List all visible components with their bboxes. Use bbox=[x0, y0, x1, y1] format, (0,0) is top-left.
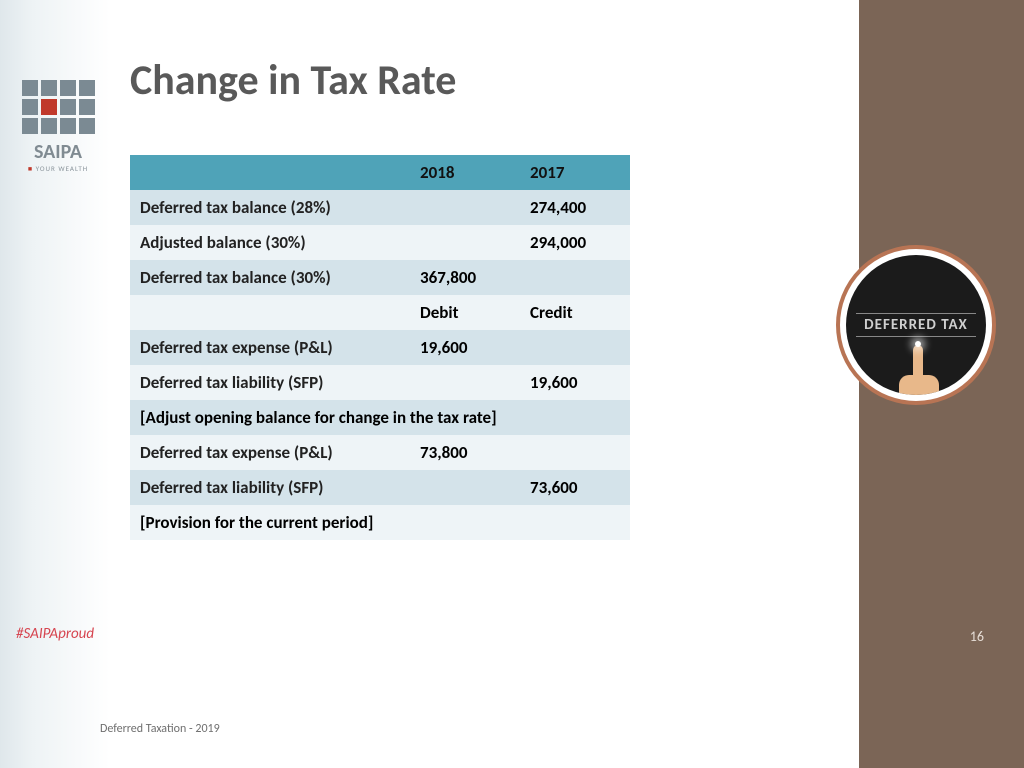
table-header-row: 2018 2017 bbox=[130, 155, 630, 190]
row-val-2: 19,600 bbox=[520, 365, 630, 400]
row-val-1: 367,800 bbox=[410, 260, 520, 295]
row-label: Deferred tax expense (P&L) bbox=[130, 435, 410, 470]
row-val-2: 274,400 bbox=[520, 190, 630, 225]
logo-block: SAIPA ■ YOUR WEALTH bbox=[18, 80, 98, 173]
hdr-blank bbox=[130, 155, 410, 190]
row-val-2: 294,000 bbox=[520, 225, 630, 260]
table-row: Deferred tax liability (SFP) 73,600 bbox=[130, 470, 630, 505]
hdr-col-1: 2018 bbox=[410, 155, 520, 190]
row-label: Deferred tax balance (28%) bbox=[130, 190, 410, 225]
table-row: Deferred tax balance (28%) 274,400 bbox=[130, 190, 630, 225]
logo-grid-icon bbox=[22, 80, 94, 134]
logo-tagline: ■ YOUR WEALTH bbox=[18, 164, 98, 173]
hand-icon bbox=[891, 341, 941, 395]
row-val-2 bbox=[520, 330, 630, 365]
row-val-2 bbox=[520, 435, 630, 470]
table-row: Deferred tax balance (30%) 367,800 bbox=[130, 260, 630, 295]
medallion-inner: DEFERRED TAX bbox=[846, 255, 986, 395]
row-note: [Provision for the current period] bbox=[130, 505, 630, 540]
subhdr-credit: Credit bbox=[520, 295, 630, 330]
table-subheader-row: Debit Credit bbox=[130, 295, 630, 330]
tax-table: 2018 2017 Deferred tax balance (28%) 274… bbox=[130, 155, 630, 540]
slide: SAIPA ■ YOUR WEALTH Change in Tax Rate 2… bbox=[0, 0, 1024, 768]
table-row: Deferred tax expense (P&L) 19,600 bbox=[130, 330, 630, 365]
row-label: Adjusted balance (30%) bbox=[130, 225, 410, 260]
row-note: [Adjust opening balance for change in th… bbox=[130, 400, 630, 435]
medallion-text: DEFERRED TAX bbox=[864, 316, 968, 334]
table-note-row: [Adjust opening balance for change in th… bbox=[130, 400, 630, 435]
row-val-1 bbox=[410, 365, 520, 400]
row-val-2 bbox=[520, 260, 630, 295]
row-val-2: 73,600 bbox=[520, 470, 630, 505]
footer-text: Deferred Taxation - 2019 bbox=[100, 722, 220, 736]
row-val-1 bbox=[410, 190, 520, 225]
hdr-col-2: 2017 bbox=[520, 155, 630, 190]
row-val-1: 73,800 bbox=[410, 435, 520, 470]
medallion: DEFERRED TAX bbox=[836, 245, 996, 405]
row-label: Deferred tax liability (SFP) bbox=[130, 470, 410, 505]
logo-text: SAIPA bbox=[18, 140, 98, 164]
row-label: Deferred tax liability (SFP) bbox=[130, 365, 410, 400]
row-val-1 bbox=[410, 470, 520, 505]
row-val-1: 19,600 bbox=[410, 330, 520, 365]
row-val-1 bbox=[410, 225, 520, 260]
subhdr-debit: Debit bbox=[410, 295, 520, 330]
row-label: Deferred tax balance (30%) bbox=[130, 260, 410, 295]
table-row: Adjusted balance (30%) 294,000 bbox=[130, 225, 630, 260]
hashtag: #SAIPAproud bbox=[16, 625, 94, 643]
table-note-row: [Provision for the current period] bbox=[130, 505, 630, 540]
page-number: 16 bbox=[970, 628, 984, 645]
table-row: Deferred tax expense (P&L) 73,800 bbox=[130, 435, 630, 470]
row-label: Deferred tax expense (P&L) bbox=[130, 330, 410, 365]
table-row: Deferred tax liability (SFP) 19,600 bbox=[130, 365, 630, 400]
row-label bbox=[130, 295, 410, 330]
slide-title: Change in Tax Rate bbox=[130, 55, 456, 106]
